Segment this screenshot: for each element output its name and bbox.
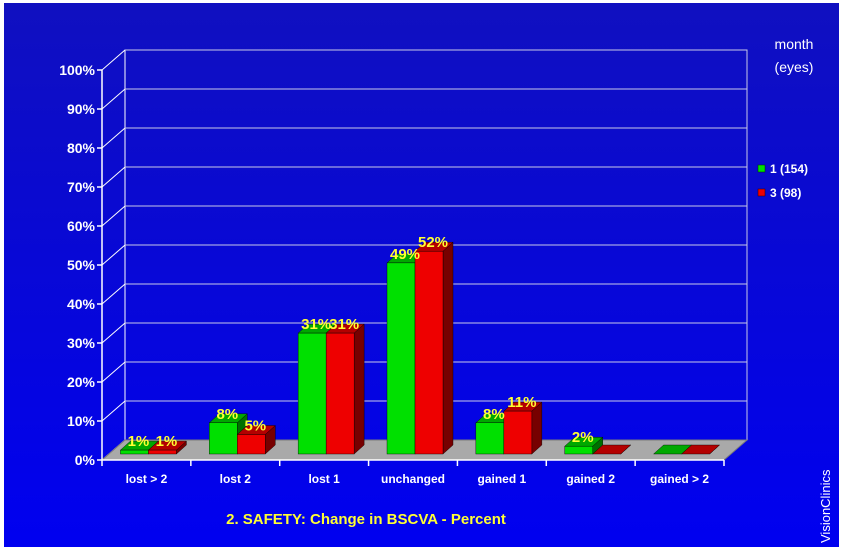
data-labels-group: 1% 8% 31% 49% 8% 2% 1% 5% 31% 52% 11% — [128, 234, 594, 450]
bar — [148, 449, 177, 455]
legend-swatch-series-1 — [757, 164, 766, 173]
legend: month (eyes) 1 (154) 3 (98) — [757, 36, 814, 200]
bar — [209, 422, 238, 455]
bars-group — [119, 241, 721, 455]
data-label: 31% — [301, 316, 331, 333]
data-label: 49% — [390, 246, 420, 263]
data-label: 5% — [244, 418, 266, 435]
bar-top — [592, 444, 632, 455]
data-label: 2% — [572, 429, 594, 446]
legend-title-line-2: (eyes) — [775, 59, 814, 75]
data-label: 1% — [156, 433, 178, 450]
y-tick-label: 50% — [67, 257, 96, 273]
side-wall-diagonal — [101, 88, 126, 110]
x-tick-label: gained 1 — [478, 472, 527, 486]
bar — [475, 422, 505, 455]
side-wall-diagonal — [101, 283, 126, 305]
y-tick-label: 60% — [67, 218, 96, 234]
x-tick-label: gained > 2 — [650, 472, 709, 486]
bar-side — [442, 241, 454, 455]
data-label: 11% — [507, 394, 536, 411]
y-tick-label: 100% — [59, 62, 95, 78]
y-tick-label: 20% — [67, 374, 96, 390]
axes-group: 0% 10% 20% 30% 40% 50% 60% 70% 80% 90% 100% lost > … — [59, 62, 725, 486]
x-tick-label: lost 1 — [308, 472, 340, 486]
side-wall-diagonal — [101, 127, 126, 149]
bar — [325, 332, 355, 455]
y-tick-label: 40% — [67, 296, 96, 312]
bar — [386, 262, 416, 455]
x-tick-label: unchanged — [381, 472, 445, 486]
bar — [120, 449, 149, 455]
x-tick-label: lost 2 — [220, 472, 252, 486]
side-wall-diagonal — [101, 361, 126, 383]
y-tick-label: 90% — [67, 101, 96, 117]
bar — [414, 250, 444, 455]
legend-swatch-series-2 — [757, 188, 766, 197]
chart-slide: 1% 8% 31% 49% 8% 2% 1% 5% 31% 52% 11% 0% 10% 20% 30% 4… — [4, 3, 839, 547]
bar — [503, 410, 533, 455]
chart-title: 2. SAFETY: Change in BSCVA - Percent — [226, 511, 506, 528]
data-label: 52% — [418, 234, 448, 251]
legend-label-series-2: 3 (98) — [770, 186, 801, 200]
side-wall-diagonal — [101, 205, 126, 227]
data-label: 1% — [128, 433, 150, 450]
bar-chart: 1% 8% 31% 49% 8% 2% 1% 5% 31% 52% 11% 0% 10% 20% 30% 4… — [59, 36, 833, 543]
y-tick-label: 0% — [75, 452, 96, 468]
bar-top — [681, 444, 721, 455]
side-wall-diagonal — [101, 400, 126, 422]
data-label: 8% — [216, 406, 238, 423]
bar — [564, 446, 593, 455]
x-tick-label: gained 2 — [566, 472, 615, 486]
bar-side — [353, 323, 365, 455]
y-tick-label: 70% — [67, 179, 96, 195]
bar — [237, 434, 266, 455]
x-tick-label: lost > 2 — [126, 472, 168, 486]
legend-label-series-1: 1 (154) — [770, 162, 808, 176]
side-wall-diagonal — [101, 49, 126, 71]
legend-title-line-1: month — [775, 36, 814, 52]
side-wall-diagonal — [101, 322, 126, 344]
y-tick-label: 30% — [67, 335, 96, 351]
side-wall-diagonal — [101, 166, 126, 188]
watermark: VisionClinics — [818, 469, 833, 543]
data-label: 8% — [483, 406, 505, 423]
side-wall-diagonal — [101, 244, 126, 266]
y-tick-label: 80% — [67, 140, 96, 156]
bar — [297, 332, 327, 455]
data-label: 31% — [329, 316, 359, 333]
y-tick-label: 10% — [67, 413, 96, 429]
